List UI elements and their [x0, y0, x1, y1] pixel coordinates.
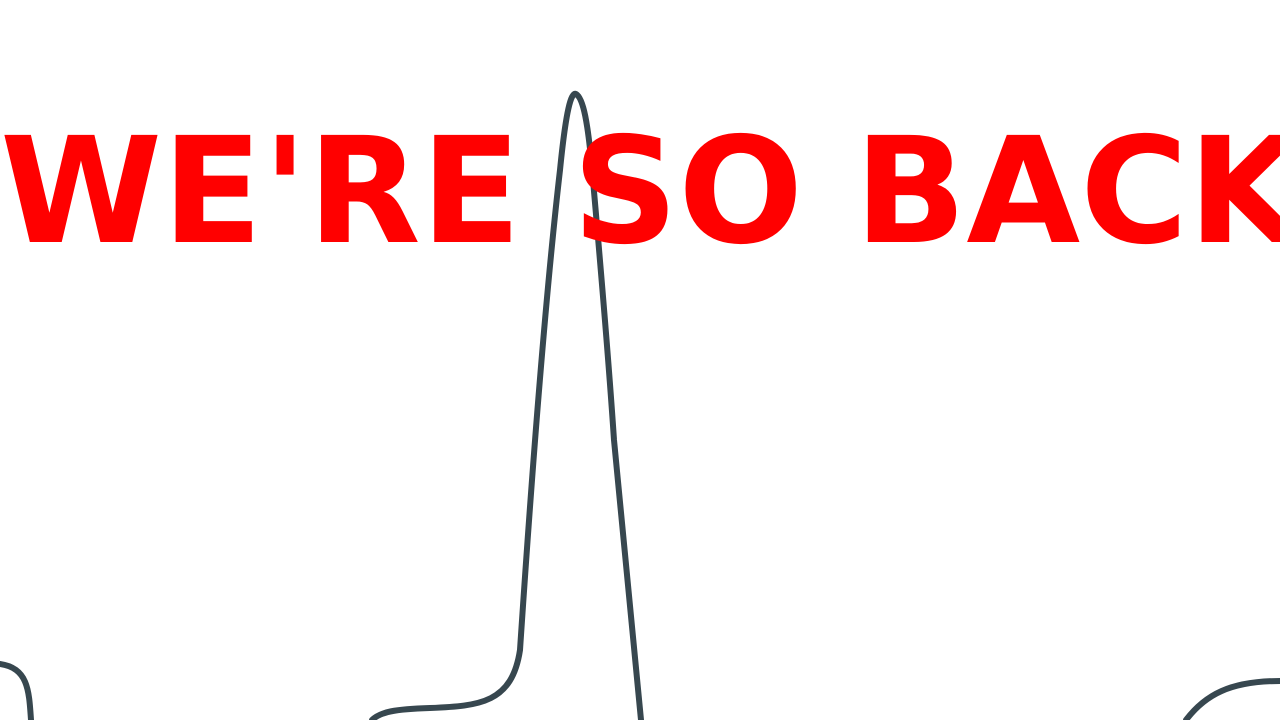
spike-line — [369, 90, 644, 720]
headline-caption: WE'RE SO BACK — [0, 106, 1280, 277]
spike-line — [1183, 678, 1280, 720]
spike-line — [0, 661, 34, 720]
